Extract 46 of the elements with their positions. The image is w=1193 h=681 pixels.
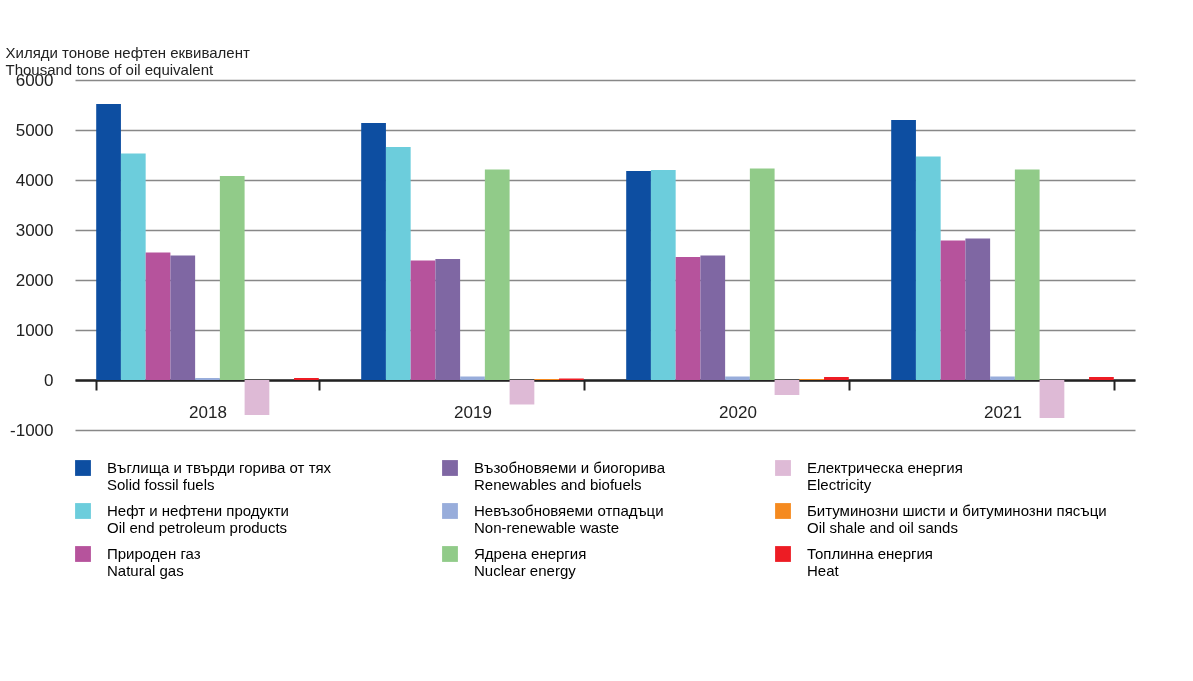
bar: [484, 169, 510, 380]
bar: [509, 380, 535, 405]
x-tick-label: 2020: [719, 402, 757, 422]
bar: [965, 238, 991, 380]
bar: [1039, 380, 1065, 418]
bar: [749, 168, 775, 380]
bar: [675, 257, 701, 380]
x-tick-label: 2021: [984, 402, 1022, 422]
bar: [824, 377, 849, 380]
bar: [244, 380, 270, 415]
bar: [435, 259, 461, 380]
legend-label: Битуминозни шисти и битуминозни пясъци Oil shale and oil sands: [807, 502, 1107, 536]
bar: [891, 120, 916, 380]
bar: [170, 255, 196, 380]
bar: [410, 260, 436, 380]
legend-label: Топлинна енергия Heat: [807, 545, 933, 579]
y-tick-label: 1000: [15, 320, 54, 340]
bar: [774, 380, 800, 395]
bar: [361, 123, 386, 380]
bar: [385, 147, 411, 380]
legend-label: Ядрена енергия Nuclear energy: [474, 545, 587, 579]
y-tick-label: 4000: [15, 170, 54, 190]
bar: [96, 104, 121, 380]
y-tick-label: 5000: [15, 120, 54, 140]
x-tick-label: 2018: [189, 402, 227, 422]
bar: [650, 170, 676, 380]
bar: [915, 156, 941, 380]
bar: [940, 240, 966, 380]
bar: [626, 171, 651, 380]
y-tick-label: 3000: [15, 220, 54, 240]
x-tick-label: 2019: [454, 402, 492, 422]
y-tick-label: 0: [44, 370, 54, 390]
bar: [145, 252, 171, 380]
bar: [700, 255, 726, 380]
legend-label: Нефт и нефтени продукти Oil end petroleum products: [107, 502, 289, 536]
legend-label: Природен газ Natural gas: [107, 545, 201, 579]
legend-label: Електрическа енергия Electricity: [807, 459, 963, 493]
bar: [1089, 377, 1114, 380]
legend-label: Въглища и твърди горива от тях Solid fossil fuels: [107, 459, 332, 493]
y-tick-label: 2000: [15, 270, 54, 290]
legend-label: Невъзобновяеми отпадъци Non-renewable waste: [474, 502, 664, 536]
legend-label: Възобновяеми и биогорива Renewables and biofuels: [474, 459, 666, 493]
y-tick-label: -1000: [10, 420, 54, 440]
bar: [219, 176, 245, 380]
bar: [1014, 169, 1040, 380]
bar: [120, 153, 146, 380]
